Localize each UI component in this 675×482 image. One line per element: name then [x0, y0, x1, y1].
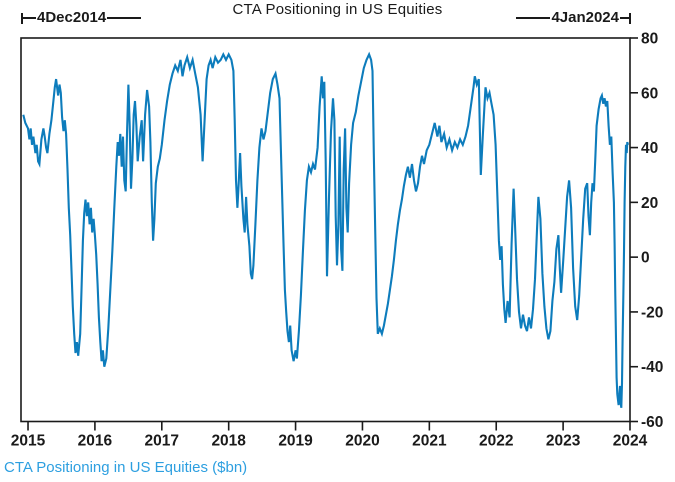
range-end-label: 4Jan2024: [551, 9, 619, 26]
series-line: [22, 51, 630, 408]
range-start-rule-right: [107, 17, 142, 19]
x-axis-tick-label: 2017: [145, 433, 179, 450]
x-axis-tick-label: 2021: [412, 433, 447, 450]
range-end-cap-tick: [629, 12, 631, 24]
range-end-rule-right: [620, 17, 629, 19]
x-axis-tick-label: 2019: [278, 433, 313, 450]
y-axis-tick-label: -40: [641, 359, 663, 376]
y-axis-tick-label: 0: [641, 250, 650, 267]
plot-frame: [20, 37, 631, 423]
range-end-rule-left: [516, 17, 551, 19]
range-start-label: 4Dec2014: [37, 9, 107, 26]
range-annotation-start: 4Dec2014: [21, 9, 142, 26]
x-axis-tick-label: 2020: [345, 433, 379, 450]
y-axis-tick-label: 20: [641, 195, 658, 212]
x-axis-tick-label: 2016: [78, 433, 113, 450]
chart-title: CTA Positioning in US Equities: [232, 1, 443, 18]
range-annotation-end: 4Jan2024: [516, 10, 631, 26]
y-axis-tick-label: 40: [641, 140, 658, 157]
y-axis-tick-label: 80: [641, 31, 658, 48]
y-axis-tick-label: -60: [641, 414, 663, 431]
range-start-cap-tick: [21, 12, 23, 24]
y-axis-tick-label: -20: [641, 304, 663, 321]
y-axis-tick-label: 60: [641, 85, 658, 102]
series-caption: CTA Positioning in US Equities ($bn): [4, 459, 248, 476]
x-axis-tick-label: 2023: [546, 433, 581, 450]
x-axis-tick-label: 2022: [479, 433, 513, 450]
x-axis-tick-label: 2015: [11, 433, 46, 450]
range-start-rule-left: [23, 17, 36, 19]
x-axis-tick-label: 2024: [613, 433, 648, 450]
x-axis-tick-label: 2018: [211, 433, 246, 450]
